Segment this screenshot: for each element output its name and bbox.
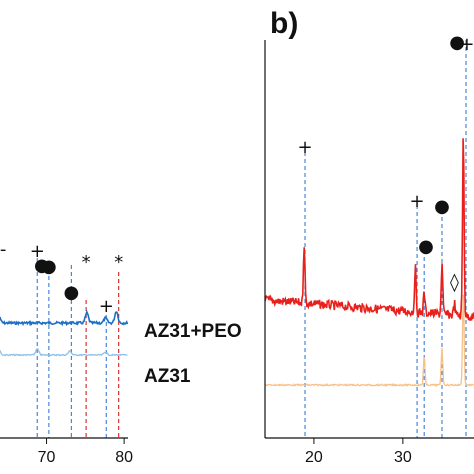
series-label: AZ31+PEO [144,321,242,342]
peak-marker: ● [34,255,50,276]
x-tick-label: 30 [394,449,412,466]
series-line [0,348,128,357]
peak-marker: * [82,252,91,273]
peak-marker: ● [434,196,450,217]
series-label: AZ31 [144,366,191,387]
x-tick-label: 80 [115,449,133,466]
peak-marker: + [297,137,312,158]
peak-marker: + [30,241,45,262]
panel-b-label: b) [270,7,298,40]
panel-b: ++●●◊●+20 30 [264,32,474,466]
series-line [264,294,474,388]
peak-marker: * [114,252,123,273]
peak-marker: ● [41,256,57,277]
peak-marker: + [410,191,425,212]
peak-marker: ◊ [450,272,459,293]
peak-marker: - [0,239,6,260]
peak-marker: + [459,34,474,55]
peak-marker: + [99,296,114,317]
peak-marker: ● [64,282,80,303]
peak-marker: ● [449,32,465,53]
series-line [264,138,474,321]
series-line [0,309,129,327]
x-tick-label: 20 [305,449,323,466]
x-tick-label: 70 [38,449,56,466]
peak-marker: ● [418,236,434,257]
